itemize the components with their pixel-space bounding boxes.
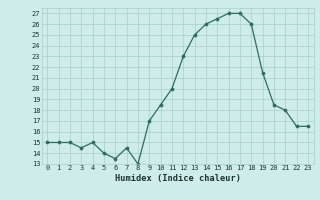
X-axis label: Humidex (Indice chaleur): Humidex (Indice chaleur) — [115, 174, 241, 183]
